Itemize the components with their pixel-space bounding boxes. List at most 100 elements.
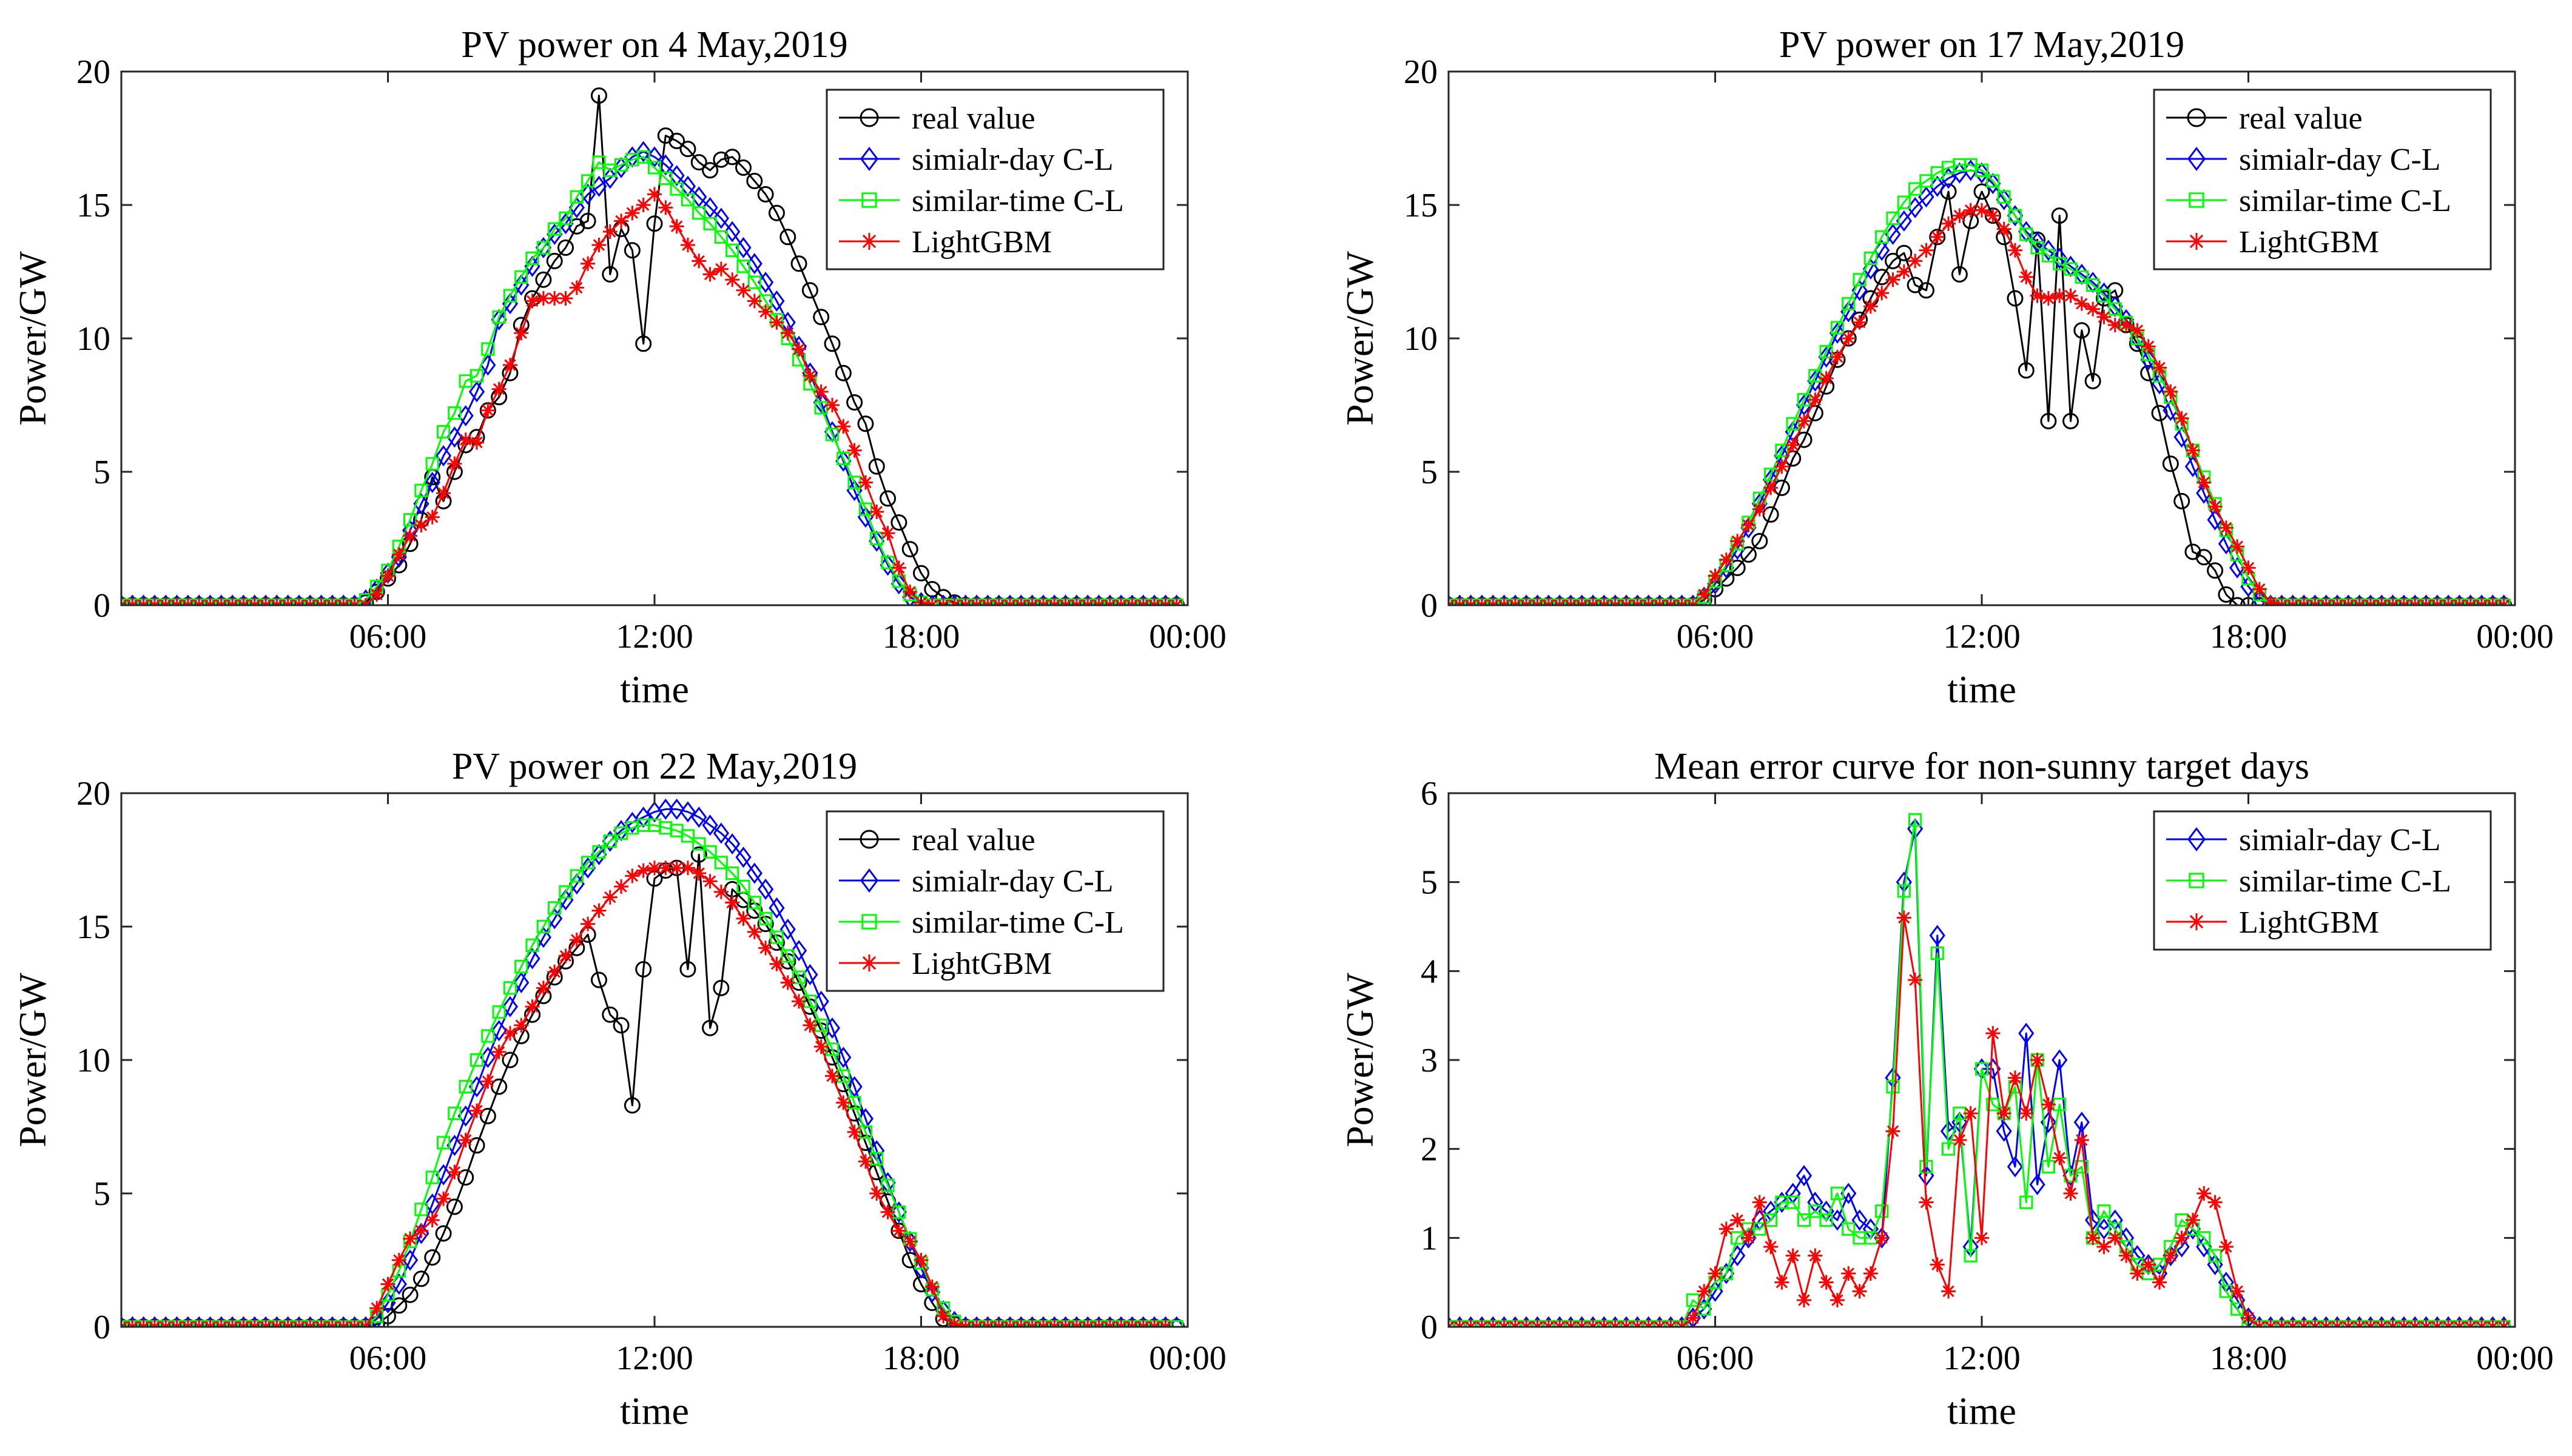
- data-point: [1863, 1266, 1878, 1281]
- legend-label: similar-time C-L: [912, 905, 1124, 940]
- data-point: [2086, 301, 2101, 317]
- data-point: [702, 874, 718, 889]
- data-point: [846, 1076, 863, 1098]
- data-point: [936, 1309, 951, 1324]
- data-point: [758, 304, 773, 319]
- data-point: [2019, 1195, 2033, 1209]
- data-point: [2051, 207, 2068, 224]
- x-tick-label: 06:00: [1677, 1340, 1754, 1377]
- data-point: [2019, 1106, 2034, 1121]
- data-point: [679, 801, 696, 823]
- chart-title: PV power on 4 May,2019: [461, 24, 847, 65]
- legend-marker: [861, 914, 877, 930]
- data-point: [2163, 384, 2178, 399]
- data-point: [1785, 1248, 1800, 1263]
- data-point: [669, 861, 684, 876]
- data-point: [2086, 278, 2100, 292]
- x-axis-label: time: [620, 668, 689, 711]
- data-point: [736, 879, 750, 894]
- data-point: [914, 1253, 929, 1267]
- data-point: [2107, 318, 2123, 332]
- data-point: [2062, 412, 2079, 429]
- data-point: [502, 1052, 519, 1069]
- legend-label: similar-time C-L: [2239, 864, 2451, 899]
- data-point: [2007, 290, 2024, 307]
- data-point: [369, 587, 385, 602]
- y-tick-label: 15: [76, 908, 110, 946]
- data-point: [668, 132, 685, 149]
- data-point: [903, 585, 918, 599]
- data-point: [902, 586, 918, 605]
- data-point: [692, 253, 707, 269]
- data-point: [1886, 211, 1900, 226]
- data-point: [513, 971, 530, 993]
- data-point: [825, 398, 840, 412]
- x-tick-label: 06:00: [349, 618, 427, 656]
- legend-marker: [860, 108, 879, 127]
- data-point: [1830, 349, 1845, 364]
- data-point: [2096, 309, 2112, 324]
- data-point: [2073, 1112, 2090, 1133]
- data-point: [725, 866, 739, 881]
- data-point: [1874, 1230, 1890, 1246]
- data-point: [2041, 291, 2056, 306]
- data-point: [891, 1223, 906, 1238]
- series-lightgbm: [1449, 203, 2511, 605]
- data-point: [902, 1230, 918, 1252]
- y-axis-label: Power/GW: [1338, 972, 1381, 1147]
- data-point: [435, 1225, 452, 1242]
- x-tick-label: 18:00: [883, 618, 960, 656]
- data-point: [536, 241, 550, 255]
- data-point: [1897, 884, 1911, 898]
- x-tick-label: 00:00: [1149, 1340, 1227, 1377]
- data-point: [2041, 1097, 2056, 1112]
- legend-marker: [860, 868, 879, 893]
- data-point: [847, 443, 862, 458]
- data-point: [1786, 1195, 1800, 1209]
- data-point: [603, 834, 617, 848]
- chart-title: Mean error curve for non-sunny target da…: [1654, 746, 2309, 787]
- y-tick-label: 2: [1421, 1131, 1438, 1169]
- legend-box: [2153, 89, 2492, 270]
- data-point: [714, 230, 728, 244]
- data-point: [792, 341, 807, 357]
- data-point: [1951, 266, 1968, 283]
- data-point: [2207, 1195, 2223, 1210]
- data-point: [1842, 297, 1856, 310]
- data-point: [1697, 587, 1712, 602]
- data-point: [514, 959, 528, 974]
- data-point: [636, 863, 651, 878]
- data-point: [2140, 364, 2157, 381]
- data-point: [1797, 1293, 1811, 1307]
- x-axis-label: time: [1947, 668, 2016, 711]
- data-point: [725, 895, 740, 910]
- legend-box: [826, 810, 1165, 992]
- data-point: [1996, 1106, 2011, 1121]
- data-point: [425, 509, 440, 525]
- data-point: [602, 890, 618, 905]
- data-point: [470, 1053, 484, 1067]
- data-point: [635, 961, 652, 978]
- data-point: [436, 424, 451, 439]
- data-point: [613, 1017, 630, 1034]
- data-point: [581, 856, 595, 870]
- x-tick-label: 18:00: [883, 1340, 960, 1377]
- y-tick-label: 0: [93, 587, 110, 625]
- data-point: [801, 282, 818, 299]
- data-point: [2108, 302, 2122, 316]
- x-tick-label: 18:00: [2210, 1340, 2288, 1377]
- data-point: [1908, 182, 1922, 196]
- data-point: [1974, 1062, 1989, 1076]
- data-point: [792, 994, 807, 1009]
- data-point: [414, 1223, 429, 1238]
- data-point: [890, 1201, 907, 1223]
- data-point: [2064, 262, 2078, 276]
- data-point: [1763, 468, 1778, 481]
- y-tick-label: 1: [1421, 1219, 1438, 1257]
- data-point: [1908, 253, 1923, 269]
- plot-area: [121, 87, 1185, 605]
- data-point: [2152, 360, 2167, 375]
- data-point: [548, 222, 562, 236]
- data-point: [1985, 208, 2001, 223]
